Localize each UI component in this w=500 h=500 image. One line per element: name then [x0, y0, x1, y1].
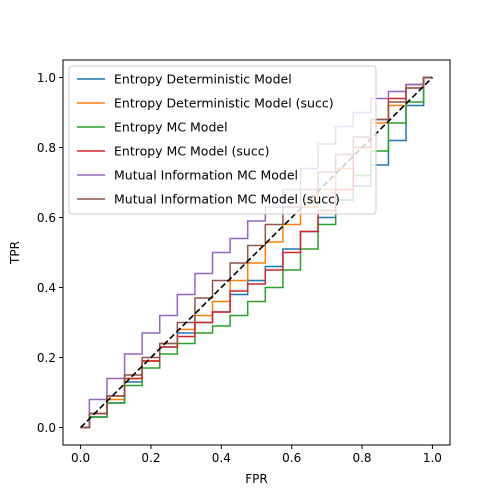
y-tick-label: 1.0	[37, 71, 56, 85]
legend-entry-label: Entropy Deterministic Model	[114, 72, 292, 87]
axes-frame	[62, 59, 451, 446]
y-tick-label: 0.0	[37, 421, 56, 435]
x-axis: 0.0 0.2 0.4 0.6 0.8 1.0	[71, 445, 442, 465]
y-axis: 0.0 0.2 0.4 0.6 0.8 1.0	[37, 71, 63, 435]
legend-entry-label: Entropy MC Model (succ)	[114, 144, 269, 159]
y-tick-label: 0.4	[37, 281, 56, 295]
y-tick-label: 0.2	[37, 351, 56, 365]
legend-box	[68, 65, 377, 215]
y-tick-label: 0.6	[37, 211, 56, 225]
x-tick-label: 0.4	[212, 451, 231, 465]
legend-entry-label: Mutual Information MC Model (succ)	[114, 192, 340, 207]
legend-entry-label: Mutual Information MC Model	[114, 168, 298, 183]
x-tick-label: 0.6	[282, 451, 301, 465]
diagonal-reference-line	[80, 76, 433, 429]
x-tick-label: 0.0	[71, 451, 90, 465]
legend-entry-label: Entropy MC Model	[114, 120, 228, 135]
x-tick-label: 0.2	[141, 451, 160, 465]
x-axis-label: FPR	[245, 472, 267, 486]
legend: Entropy Deterministic Model Entropy Deter…	[68, 65, 377, 215]
x-tick-label: 1.0	[423, 451, 442, 465]
x-tick-label: 0.8	[352, 451, 371, 465]
y-tick-label: 0.8	[37, 141, 56, 155]
y-axis-label: TPR	[8, 241, 22, 265]
legend-entry-label: Entropy Deterministic Model (succ)	[114, 96, 334, 111]
